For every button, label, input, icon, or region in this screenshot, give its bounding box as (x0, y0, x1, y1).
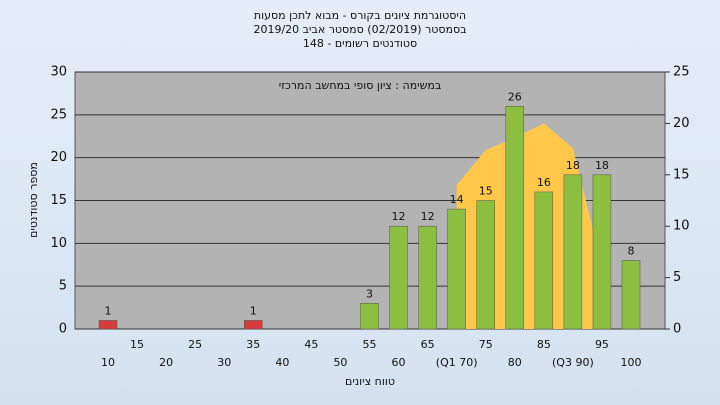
bar (360, 303, 379, 330)
bar (389, 225, 408, 330)
bar-value-label: 3 (366, 287, 373, 300)
x-tick-label: 60 (392, 356, 406, 369)
y-tick-label: 15 (50, 193, 67, 208)
bar (592, 174, 612, 330)
bar-value-label: 1 (250, 304, 257, 317)
x-tick-label: 85 (537, 338, 551, 351)
y-tick-label: 10 (50, 236, 67, 251)
bar (505, 106, 525, 330)
bar-value-label: 12 (421, 210, 435, 223)
bar-value-label: 8 (628, 244, 635, 257)
y2-tick-label: 5 (673, 270, 681, 285)
bar (534, 191, 554, 330)
title-line: היסטוגרמת ציונים בקורס - מבוא לתכן מסעות (254, 9, 466, 22)
x-tick-label: (Q1 70) (436, 356, 478, 369)
bar-value-label: 14 (450, 193, 464, 206)
bar-value-label: 15 (479, 185, 493, 198)
y2-tick-label: 25 (673, 65, 690, 80)
x-tick-label: 100 (621, 356, 642, 369)
bar-value-label: 1 (105, 304, 112, 317)
y-tick-label: 30 (50, 65, 67, 80)
x-tick-label: 40 (275, 356, 289, 369)
y-tick-label: 25 (50, 107, 67, 122)
bar-value-label: 16 (537, 176, 551, 189)
bar-value-label: 18 (566, 159, 580, 172)
x-tick-label: 15 (130, 338, 144, 351)
x-tick-label: 25 (188, 338, 202, 351)
bar (244, 320, 263, 330)
y-tick-label: 5 (59, 279, 67, 294)
title-line: סטודנטים רשומים - 148 (303, 37, 417, 50)
bar (563, 174, 583, 330)
x-tick-label: (Q3 90) (552, 356, 594, 369)
x-tick-label: 35 (246, 338, 260, 351)
x-tick-label: 95 (595, 338, 609, 351)
bar (621, 260, 641, 330)
y2-tick-label: 0 (673, 322, 681, 337)
title-line: בסמסטר (02/2019) סמסטר אביב 2019/20 (253, 23, 466, 36)
y2-tick-label: 15 (673, 167, 690, 182)
x-tick-label: 80 (508, 356, 522, 369)
annotation: במשימה : ציון סופי במחשב המרכזי (279, 79, 442, 92)
x-tick-label: 45 (304, 338, 318, 351)
x-tick-label: 65 (421, 338, 435, 351)
bar (447, 208, 466, 330)
bar (418, 225, 437, 330)
y2-tick-label: 20 (673, 116, 690, 131)
y-axis-label: מספר סטודנטים (27, 162, 40, 238)
bar-value-label: 26 (508, 90, 522, 103)
y2-tick-label: 10 (673, 219, 690, 234)
x-tick-label: 55 (363, 338, 377, 351)
x-tick-label: 30 (217, 356, 231, 369)
bar (476, 200, 495, 330)
bar-value-label: 12 (392, 210, 406, 223)
x-tick-label: 75 (479, 338, 493, 351)
x-tick-label: 10 (101, 356, 115, 369)
y-tick-label: 0 (59, 322, 67, 337)
y-tick-label: 20 (50, 150, 67, 165)
bar (98, 320, 118, 330)
x-tick-label: 20 (159, 356, 173, 369)
x-tick-label: 50 (333, 356, 347, 369)
x-axis-label: טווח ציונים (345, 375, 395, 388)
bar-value-label: 18 (595, 159, 609, 172)
